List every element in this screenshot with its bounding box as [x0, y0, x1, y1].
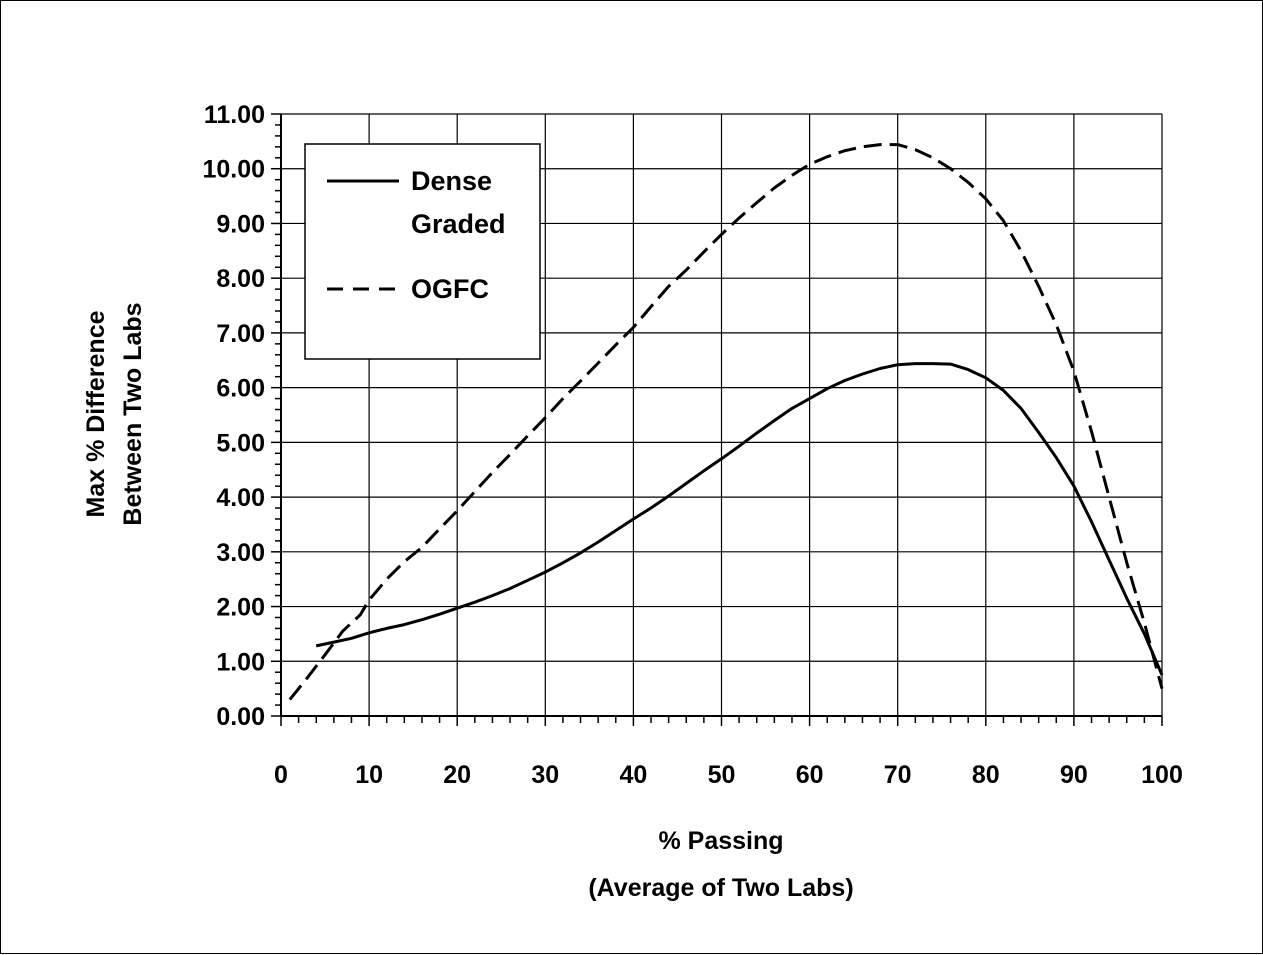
series-line-ogfc — [288, 143, 1164, 701]
x-tick-label: 90 — [1060, 761, 1088, 789]
grid-lines — [281, 113, 1163, 716]
x-tick-label: 80 — [972, 761, 1000, 789]
y-tick-label: 6.00 — [216, 375, 265, 403]
y-tick-label: 8.00 — [216, 265, 265, 293]
y-tick-label: 1.00 — [216, 648, 265, 676]
y-axis-title-line-2: Between Two Labs — [119, 302, 147, 525]
y-axis-title-line-1: Max % Difference — [82, 310, 110, 517]
y-tick-label: 11.00 — [204, 101, 265, 129]
x-tick-label: 30 — [531, 761, 559, 789]
y-tick-label: 10.00 — [202, 156, 265, 184]
x-tick-label: 0 — [274, 761, 288, 789]
tick-labels: 0 10 20 30 40 50 60 70 80 90 100 0.00 1.00 2.00 3.00 4.… — [202, 101, 1182, 789]
x-tick-label: 40 — [619, 761, 647, 789]
x-tick-label: 70 — [884, 761, 912, 789]
x-axis-title-line-1: % Passing — [658, 827, 783, 855]
legend-ogfc-label: OGFC — [411, 274, 489, 304]
y-tick-label: 5.00 — [216, 429, 265, 457]
series-line-dense-graded — [315, 362, 1164, 676]
y-tick-label: 4.00 — [216, 484, 265, 512]
axes — [271, 113, 1163, 726]
x-tick-label: 20 — [443, 761, 471, 789]
x-tick-label: 60 — [796, 761, 824, 789]
y-tick-label: 7.00 — [216, 320, 265, 348]
x-tick-label: 10 — [355, 761, 383, 789]
series-layer — [288, 143, 1164, 701]
y-tick-label: 2.00 — [216, 594, 265, 622]
x-tick-label: 50 — [708, 761, 736, 789]
y-tick-label: 9.00 — [216, 210, 265, 238]
x-axis-title-line-2: (Average of Two Labs) — [588, 874, 853, 902]
y-tick-label: 3.00 — [216, 539, 265, 567]
y-tick-label: 0.00 — [216, 703, 265, 731]
legend: Dense Graded OGFC — [304, 143, 541, 360]
legend-dense-graded-label-line-2: Graded — [411, 209, 506, 239]
x-tick-label: 100 — [1141, 761, 1183, 789]
legend-dense-graded-label-line-1: Dense — [411, 166, 492, 196]
